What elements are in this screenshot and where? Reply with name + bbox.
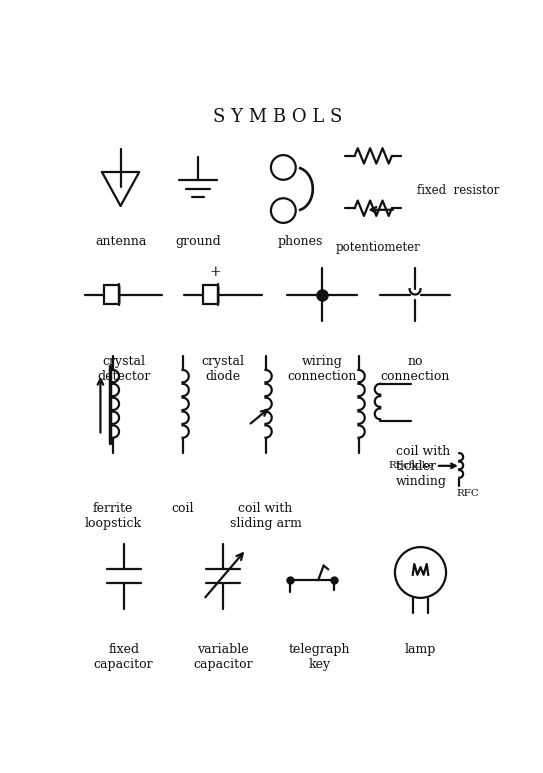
Text: antenna: antenna <box>95 235 146 248</box>
Text: ground: ground <box>175 235 221 248</box>
Text: coil: coil <box>172 502 194 516</box>
Text: crystal
detector: crystal detector <box>97 355 150 383</box>
Text: no
connection: no connection <box>381 355 450 383</box>
Text: phones: phones <box>277 235 323 248</box>
Bar <box>203 285 218 304</box>
Text: RFC: RFC <box>456 489 479 499</box>
Text: potentiometer: potentiometer <box>336 240 420 254</box>
Text: lamp: lamp <box>405 643 436 656</box>
Text: crystal
diode: crystal diode <box>201 355 244 383</box>
Text: ferrite
loopstick: ferrite loopstick <box>84 502 141 530</box>
Bar <box>104 285 119 304</box>
Text: coil with
tickler
winding: coil with tickler winding <box>396 444 450 488</box>
Text: coil with
sliding arm: coil with sliding arm <box>230 502 301 530</box>
Text: S Y M B O L S: S Y M B O L S <box>213 108 343 126</box>
Text: telegraph
key: telegraph key <box>289 643 350 671</box>
Text: fixed
capacitor: fixed capacitor <box>94 643 154 671</box>
Text: fixed  resistor: fixed resistor <box>416 184 499 196</box>
Text: variable
capacitor: variable capacitor <box>193 643 252 671</box>
Text: wiring
connection: wiring connection <box>287 355 357 383</box>
Text: +: + <box>209 265 221 279</box>
Text: RFchoke: RFchoke <box>388 461 434 470</box>
